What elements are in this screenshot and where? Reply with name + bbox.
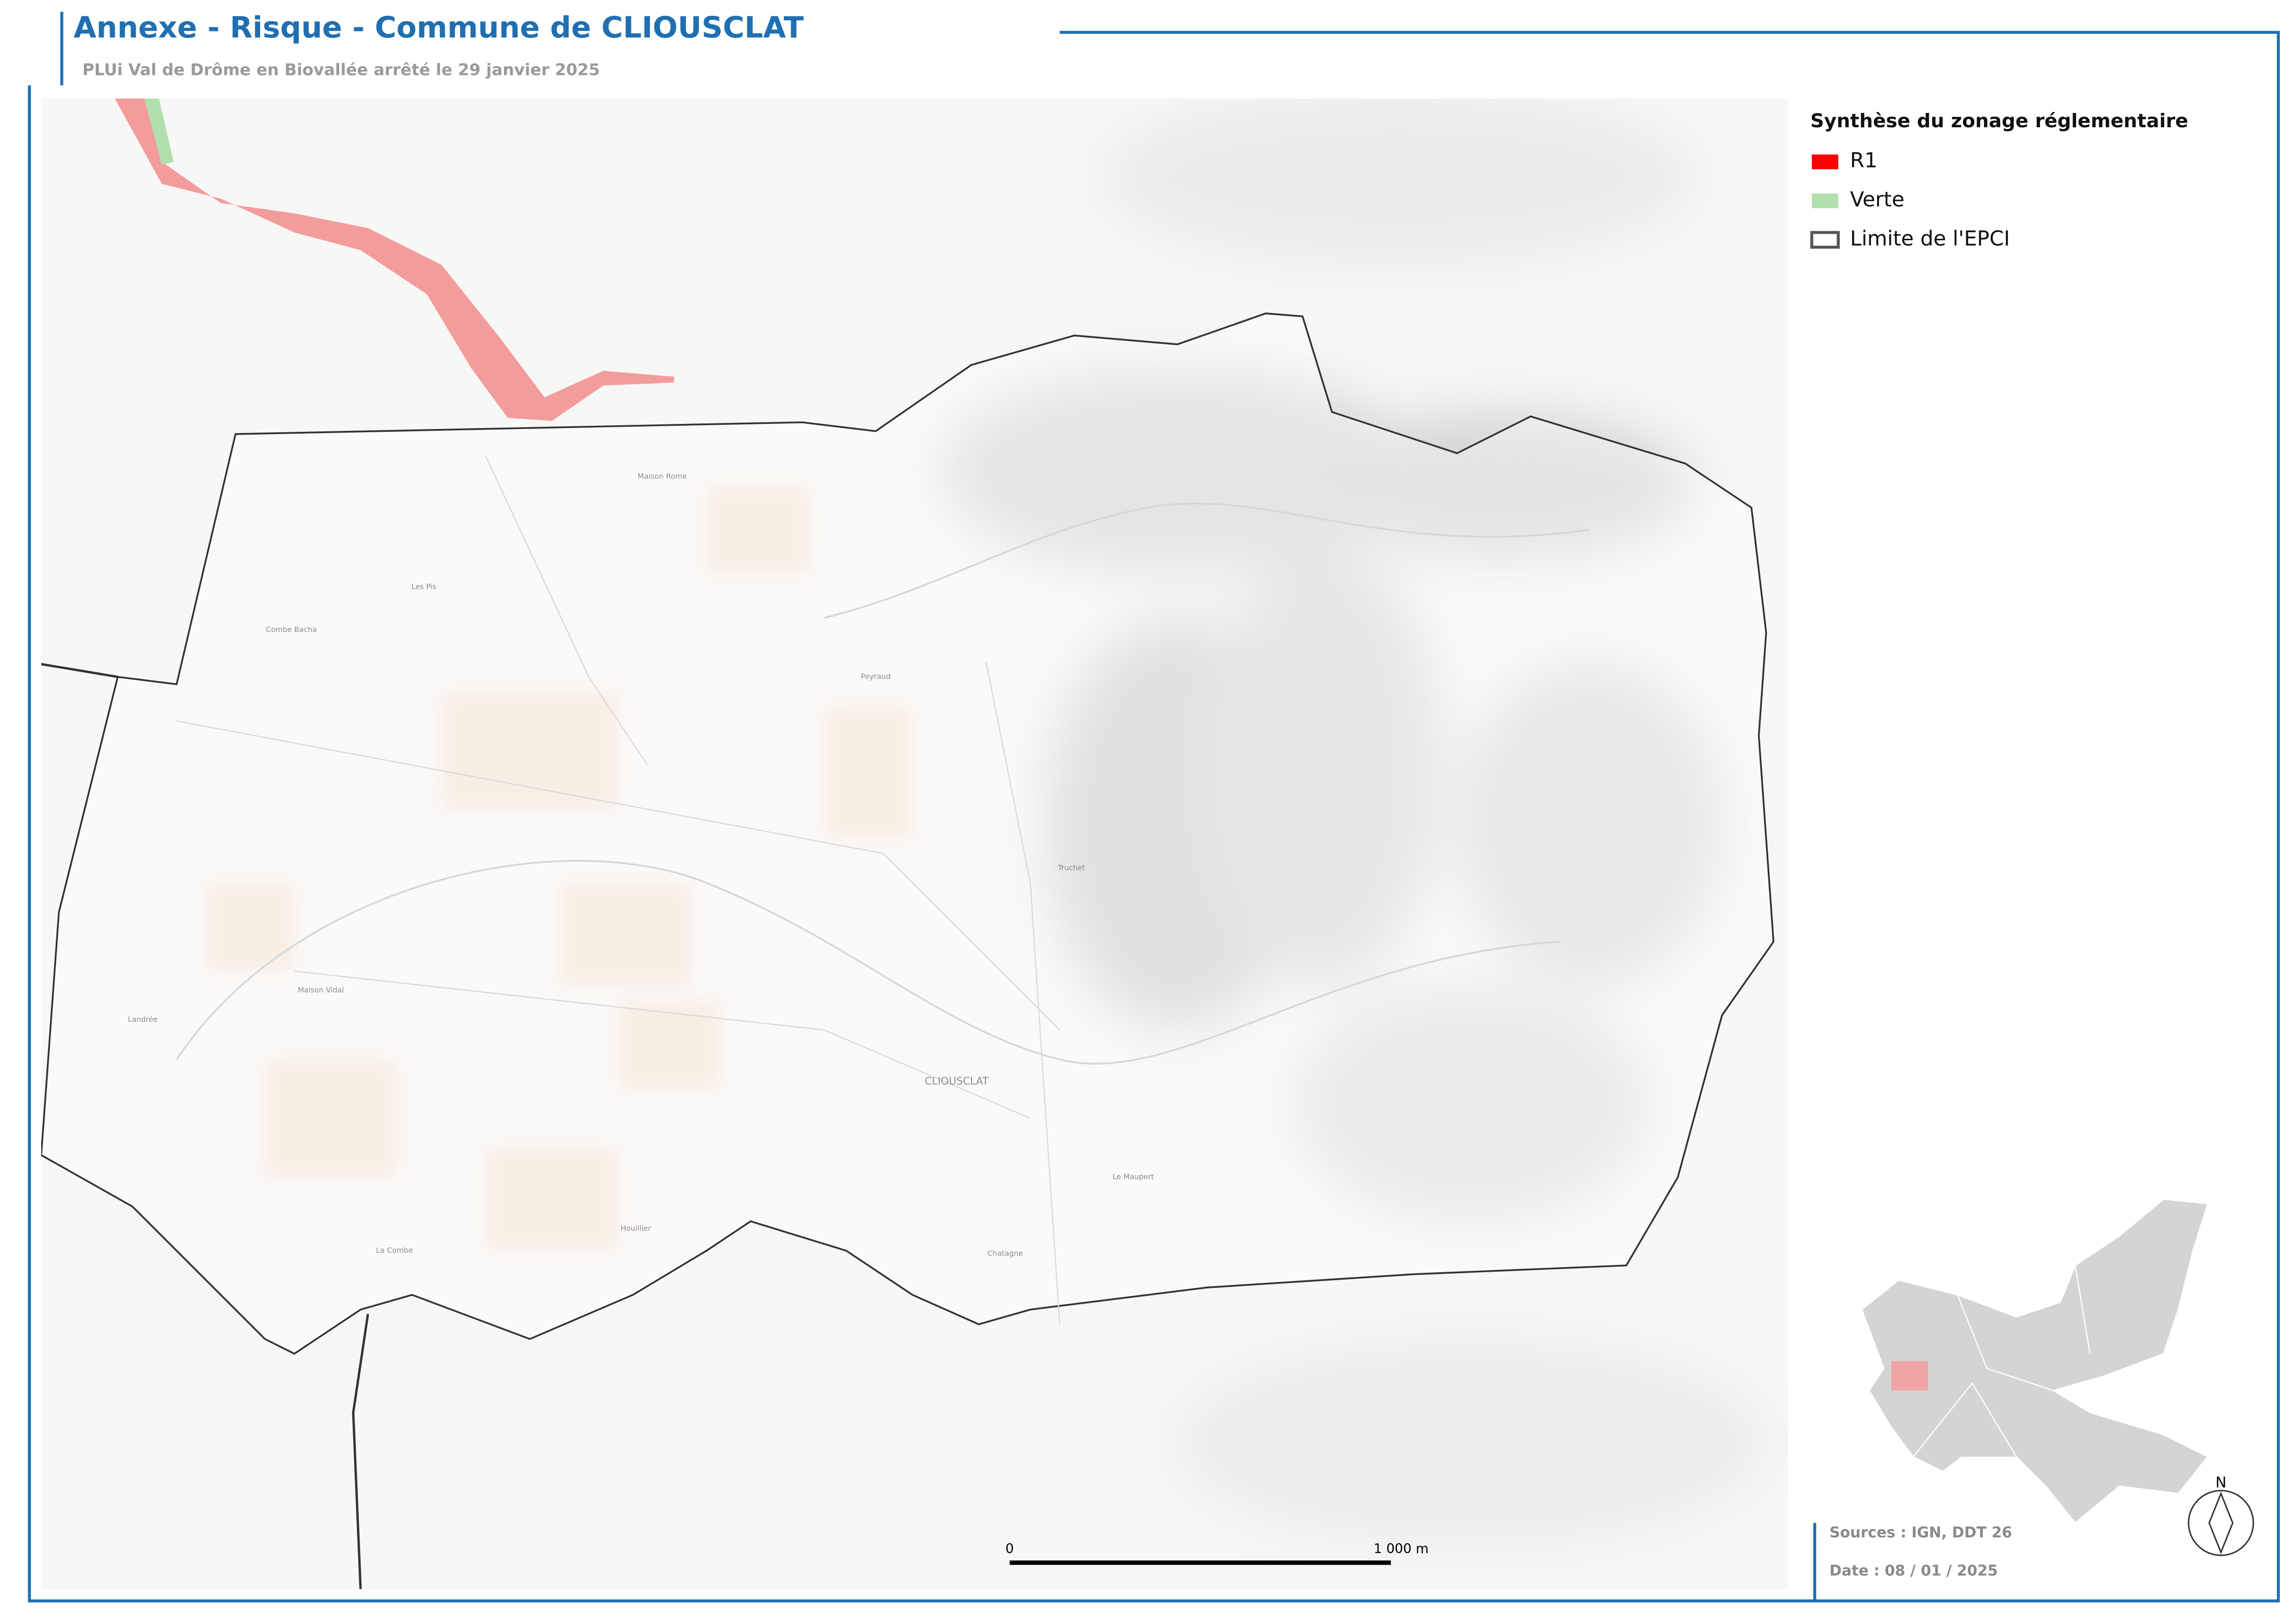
scale-end: 1 000 m	[1373, 1541, 1429, 1556]
roads	[176, 456, 1061, 1325]
legend-label: R1	[1850, 149, 1878, 173]
place-label: Peyraud	[861, 672, 891, 681]
frame-border	[28, 31, 2280, 1603]
place-label: CLIOUSCLAT	[925, 1075, 989, 1087]
north-arrow	[2188, 1490, 2254, 1556]
inset-extent	[1891, 1361, 1928, 1391]
legend-label: Verte	[1850, 188, 1904, 211]
date: Date : 08 / 01 / 2025	[1829, 1562, 1998, 1579]
zone-verte	[144, 99, 174, 165]
legend-swatch	[1810, 231, 1840, 249]
scale-start: 0	[1005, 1541, 1014, 1556]
streams	[175, 502, 1590, 1065]
map-subtitle: PLUi Val de Drôme en Biovallée arrêté le…	[82, 61, 600, 80]
place-label: Les Pis	[412, 582, 437, 591]
epci-boundary	[41, 663, 369, 1589]
north-arrow-needle	[2208, 1491, 2234, 1555]
north-label: N	[2215, 1474, 2227, 1491]
place-label: Maison Rome	[638, 472, 687, 481]
legend: R1 Verte Limite de l'EPCI	[1810, 149, 2010, 250]
legend-label: Limite de l'EPCI	[1850, 227, 2010, 250]
hillshade	[942, 99, 1766, 1545]
place-label: Combe Bacha	[266, 625, 317, 634]
place-label: Chatagne	[987, 1249, 1023, 1257]
place-label: Le Maupert	[1112, 1172, 1154, 1181]
place-labels: CLIOUSCLAT Maison Rome Combe Bacha Les Pis P…	[128, 472, 1154, 1258]
sources: Sources : IGN, DDT 26	[1829, 1524, 2012, 1541]
place-label: Houillier	[621, 1224, 651, 1232]
place-label: Truchet	[1057, 863, 1085, 872]
fields	[206, 485, 913, 1251]
place-label: Landrée	[128, 1015, 157, 1024]
legend-swatch	[1811, 193, 1839, 208]
place-label: Maison Vidal	[298, 985, 344, 994]
commune-boundary	[41, 312, 1775, 1355]
inset-map	[1861, 1198, 2209, 1524]
place-label: La Combe	[376, 1246, 413, 1255]
zone-r1	[115, 99, 674, 421]
legend-swatch	[1811, 154, 1839, 169]
map-title: Annexe - Risque - Commune de CLIOUSCLAT	[74, 10, 804, 44]
map-area: CLIOUSCLAT Maison Rome Combe Bacha Les Pis P…	[41, 99, 1789, 1589]
legend-title: Synthèse du zonage réglementaire	[1810, 110, 2188, 132]
